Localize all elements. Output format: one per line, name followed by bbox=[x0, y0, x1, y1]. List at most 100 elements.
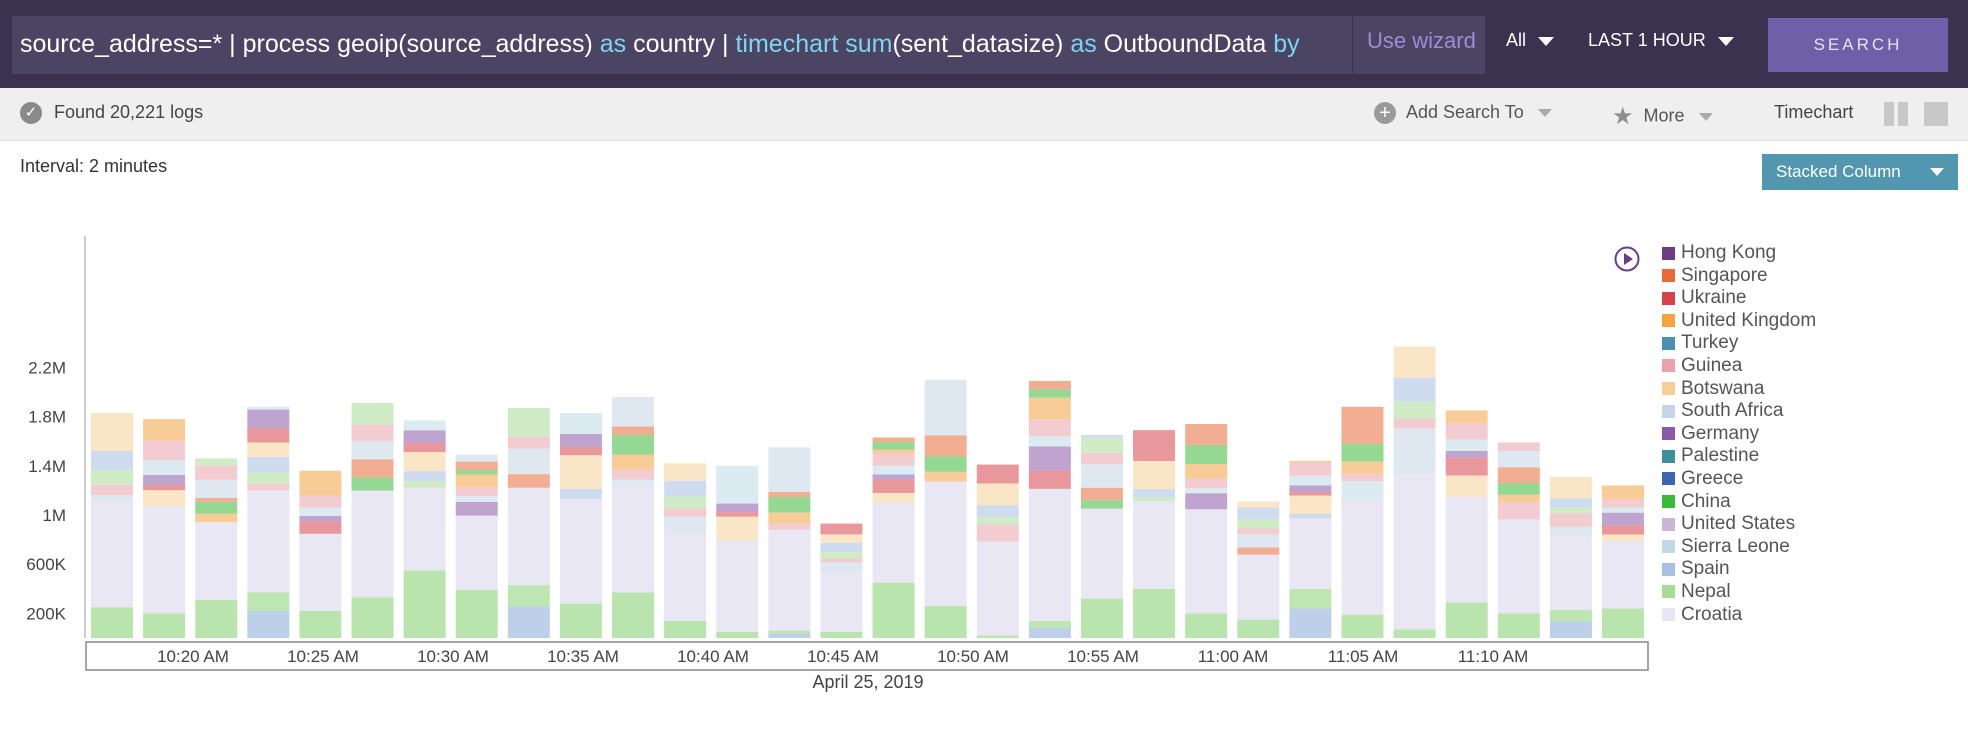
bar-segment bbox=[455, 454, 498, 462]
legend-item[interactable]: Singapore bbox=[1662, 265, 1952, 288]
split-view-icon[interactable] bbox=[1884, 102, 1908, 126]
bar-segment bbox=[247, 442, 290, 453]
bar-segment bbox=[455, 461, 498, 470]
x-tick-label: 10:55 AM bbox=[1067, 647, 1139, 666]
bar-segment bbox=[247, 452, 290, 458]
bar-segment bbox=[299, 470, 342, 496]
bar-segment bbox=[924, 435, 967, 457]
bar-segment bbox=[91, 495, 133, 501]
legend-item[interactable]: China bbox=[1662, 491, 1952, 514]
use-wizard-link[interactable]: Use wizard bbox=[1353, 16, 1485, 74]
bar-segment bbox=[559, 412, 602, 434]
bar-segment bbox=[1497, 519, 1540, 614]
bar-segment bbox=[1237, 534, 1280, 538]
bar-segment bbox=[195, 501, 238, 514]
bar-segment bbox=[872, 465, 915, 475]
legend-item[interactable]: Guinea bbox=[1662, 355, 1952, 378]
chart-type-select[interactable]: Stacked Column bbox=[1762, 154, 1958, 190]
bar-segment bbox=[664, 463, 707, 474]
chart-bar bbox=[1028, 380, 1071, 638]
repo-select-value: All bbox=[1506, 30, 1527, 50]
legend-swatch bbox=[1662, 449, 1675, 463]
bar-segment bbox=[247, 409, 290, 429]
chevron-down-icon bbox=[1698, 112, 1713, 121]
legend-label: Guinea bbox=[1681, 354, 1743, 376]
legend-item[interactable]: Croatia bbox=[1662, 604, 1952, 627]
bar-segment bbox=[1549, 526, 1592, 537]
chart-bar bbox=[1133, 430, 1176, 638]
bar-segment bbox=[1549, 621, 1592, 638]
legend-label: Croatia bbox=[1681, 603, 1743, 625]
chart-bar bbox=[716, 465, 759, 638]
legend-label: South Africa bbox=[1681, 400, 1784, 422]
add-search-to-menu[interactable]: + Add Search To bbox=[1374, 102, 1552, 125]
legend-swatch bbox=[1662, 382, 1675, 396]
x-axis-box bbox=[85, 641, 1649, 671]
legend-item[interactable]: Spain bbox=[1662, 558, 1952, 581]
bar-segment bbox=[1237, 507, 1280, 520]
bar-segment bbox=[1133, 476, 1176, 490]
add-search-to-label: Add Search To bbox=[1406, 102, 1524, 122]
bar-segment bbox=[1497, 494, 1540, 503]
bar-segment bbox=[1080, 435, 1123, 438]
bar-segment bbox=[299, 610, 342, 638]
legend-item[interactable]: Botswana bbox=[1662, 378, 1952, 401]
bar-segment bbox=[1445, 450, 1488, 458]
bar-segment bbox=[820, 539, 863, 543]
legend-item[interactable]: Nepal bbox=[1662, 581, 1952, 604]
bar-segment bbox=[1080, 437, 1123, 454]
bar-segment bbox=[91, 500, 133, 608]
legend-label: United Kingdom bbox=[1681, 309, 1817, 331]
bar-segment bbox=[195, 522, 238, 600]
legend-swatch bbox=[1662, 314, 1675, 328]
bar-segment bbox=[716, 540, 759, 632]
legend-item[interactable]: Palestine bbox=[1662, 445, 1952, 468]
more-menu[interactable]: ★ More bbox=[1612, 102, 1713, 131]
bar-segment bbox=[143, 460, 186, 475]
bar-segment bbox=[195, 599, 238, 638]
legend-item[interactable]: Hong Kong bbox=[1662, 242, 1952, 265]
legend-swatch bbox=[1662, 472, 1675, 486]
time-range-select[interactable]: LAST 1 HOUR bbox=[1588, 30, 1734, 51]
timechart-label: Timechart bbox=[1774, 102, 1854, 122]
legend-swatch bbox=[1662, 359, 1675, 373]
bar-segment bbox=[403, 451, 446, 458]
legend-item[interactable]: Greece bbox=[1662, 468, 1952, 491]
legend-item[interactable]: United States bbox=[1662, 513, 1952, 536]
play-icon[interactable] bbox=[1614, 246, 1640, 272]
bar-segment bbox=[1133, 497, 1176, 502]
bar-segment bbox=[820, 523, 863, 535]
chevron-down-icon bbox=[1930, 168, 1944, 176]
bar-segment bbox=[612, 479, 655, 485]
bar-segment bbox=[351, 424, 394, 441]
bar-segment bbox=[351, 459, 394, 478]
legend-item[interactable]: South Africa bbox=[1662, 400, 1952, 423]
bar-segment bbox=[351, 452, 394, 460]
legend-item[interactable]: Ukraine bbox=[1662, 287, 1952, 310]
legend-item[interactable]: Turkey bbox=[1662, 332, 1952, 355]
legend-item[interactable]: Sierra Leone bbox=[1662, 536, 1952, 559]
repo-select[interactable]: All bbox=[1506, 30, 1555, 51]
legend-swatch bbox=[1662, 540, 1675, 554]
bar-segment bbox=[1602, 540, 1644, 609]
bar-segment bbox=[976, 541, 1019, 636]
legend-item[interactable]: United Kingdom bbox=[1662, 310, 1952, 333]
bar-segment bbox=[924, 379, 967, 428]
legend-label: Greece bbox=[1681, 467, 1744, 489]
bar-segment bbox=[1133, 489, 1176, 498]
bar-segment bbox=[976, 464, 1019, 484]
chart-bar bbox=[1341, 406, 1384, 638]
legend-label: Nepal bbox=[1681, 580, 1731, 602]
x-tick-label: 10:45 AM bbox=[807, 647, 879, 666]
bar-segment bbox=[559, 498, 602, 604]
full-view-icon[interactable] bbox=[1924, 102, 1948, 126]
bar-segment bbox=[1341, 481, 1384, 501]
bar-segment bbox=[1080, 508, 1123, 599]
legend-item[interactable]: Germany bbox=[1662, 423, 1952, 446]
bar-segment bbox=[1393, 428, 1436, 455]
search-button[interactable]: SEARCH bbox=[1768, 18, 1948, 72]
search-query-input[interactable]: source_address=* | process geoip(source_… bbox=[12, 16, 1352, 74]
bar-segment bbox=[559, 446, 602, 456]
bar-segment bbox=[1237, 501, 1280, 508]
